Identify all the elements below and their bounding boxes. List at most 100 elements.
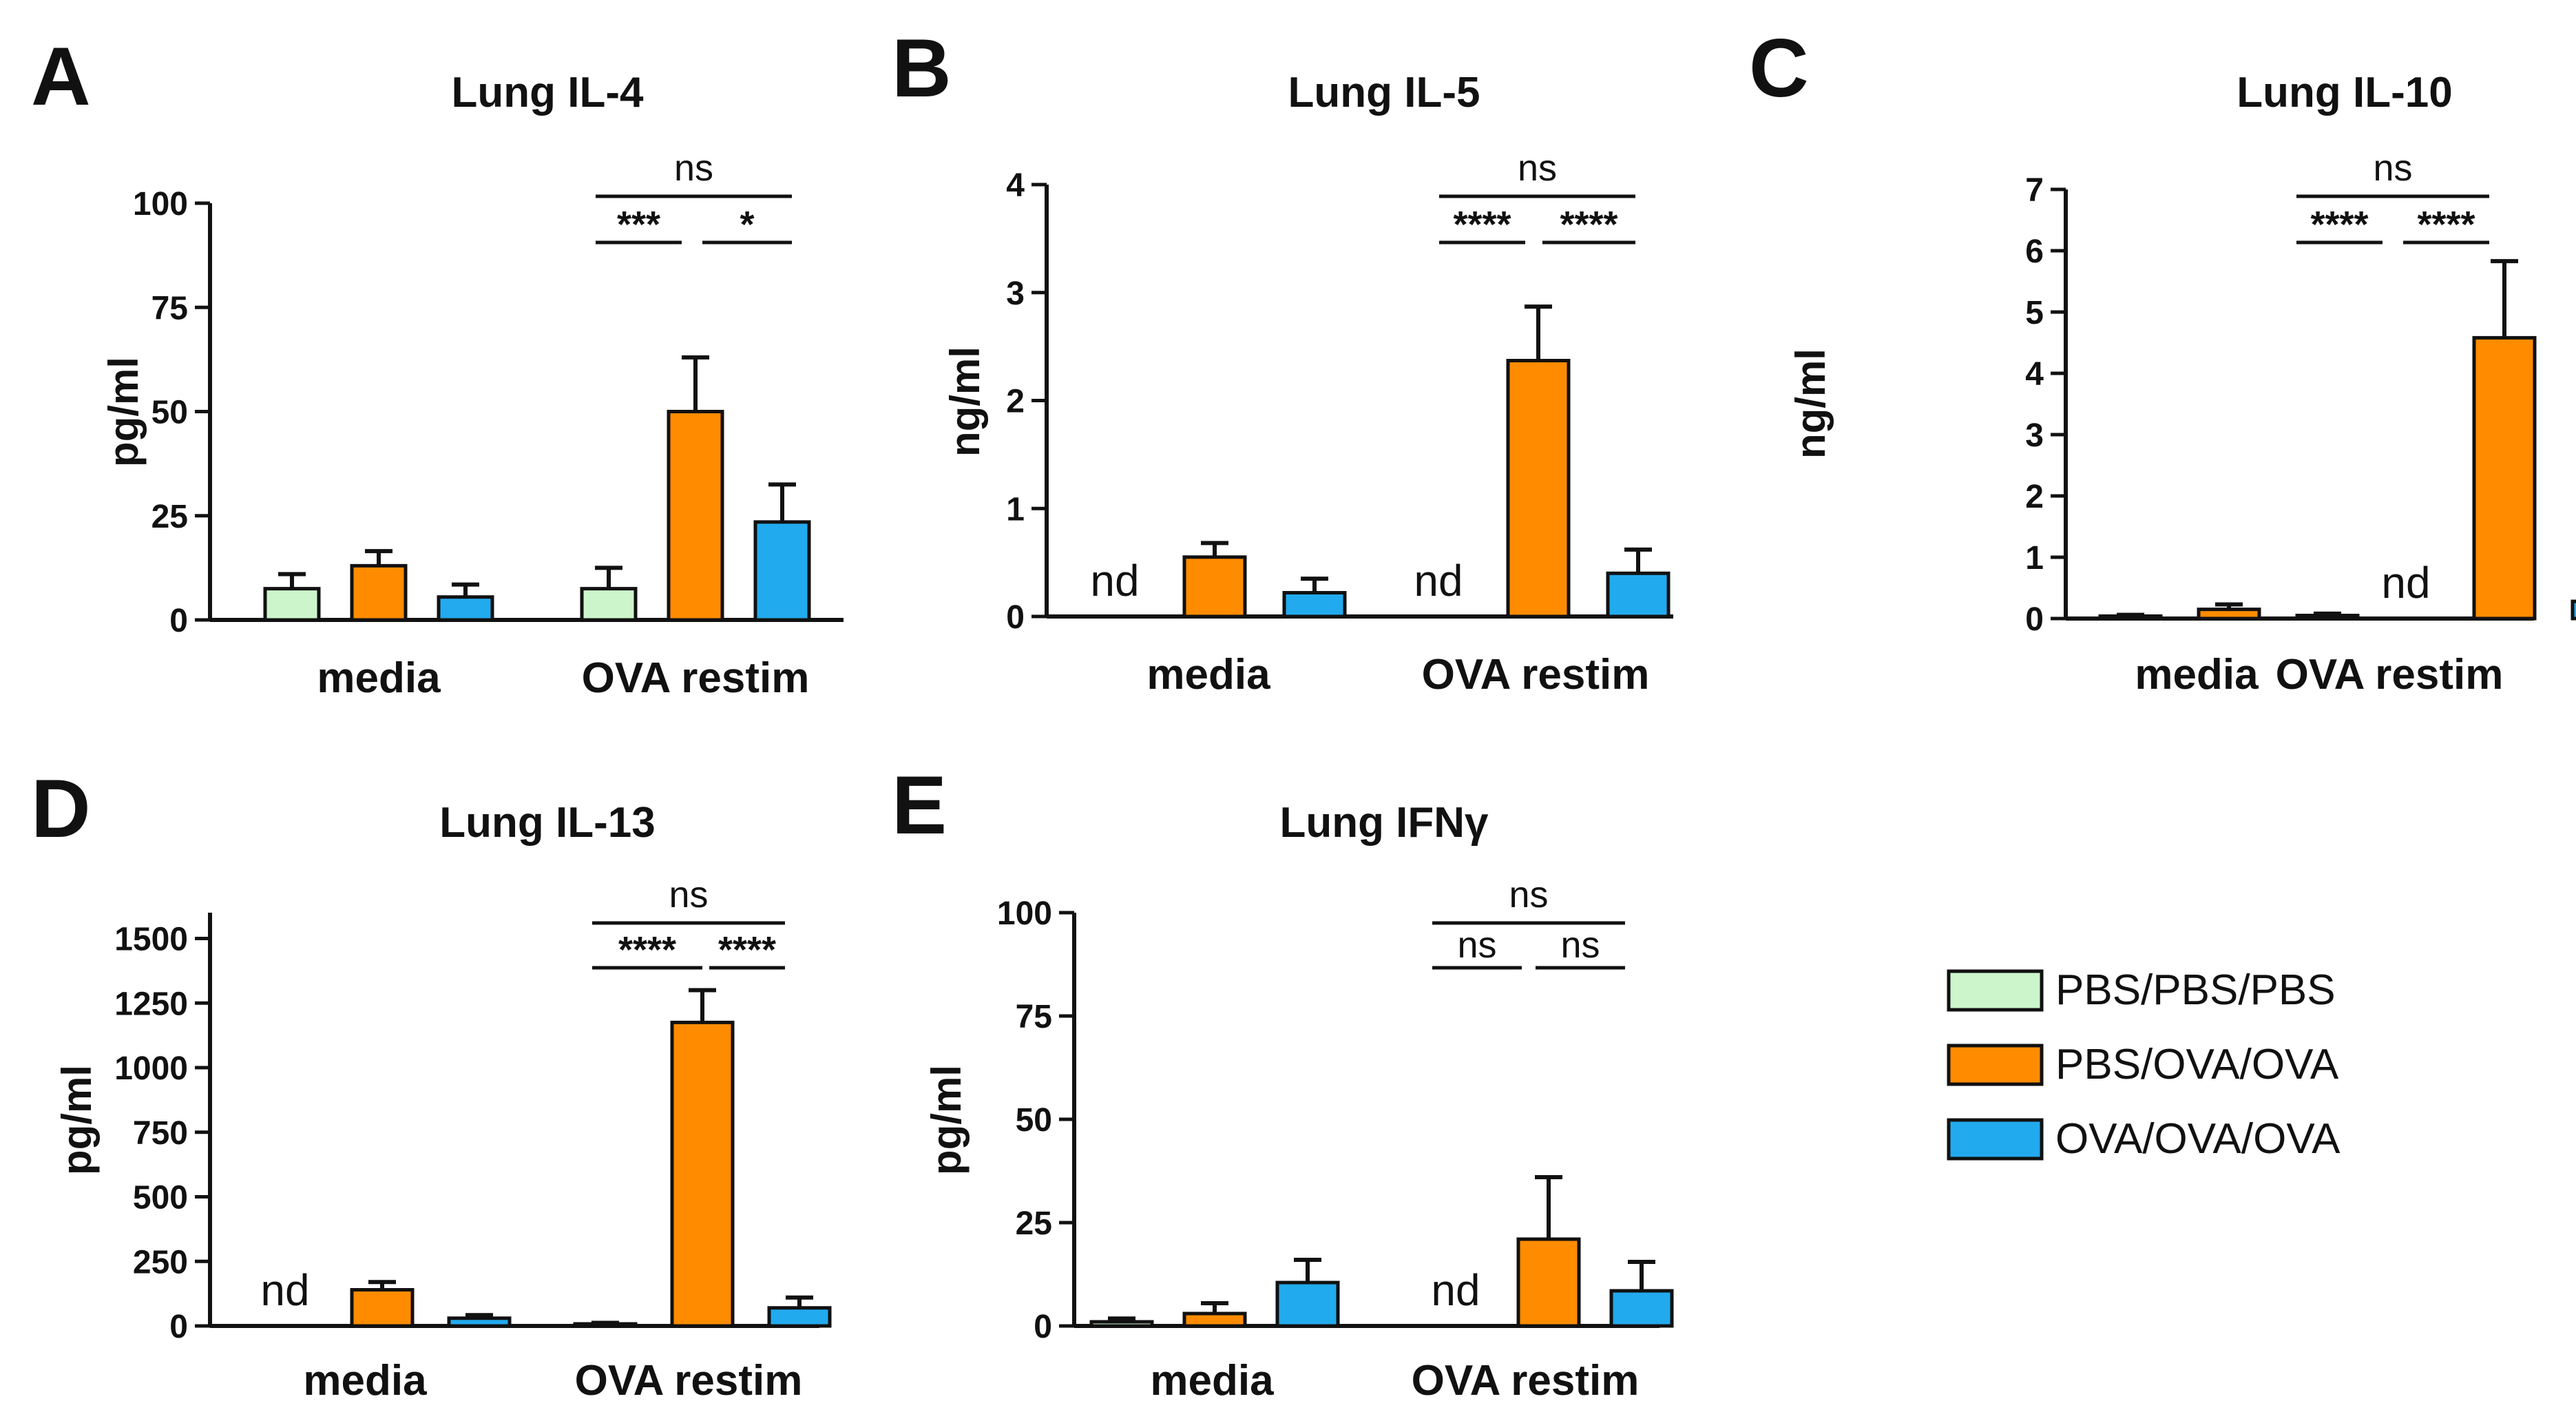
- y-tick-label: 7: [2025, 172, 2044, 209]
- category-label: OVA restim: [582, 654, 810, 702]
- category-label: media: [1146, 651, 1270, 698]
- significance-overall: ns: [669, 874, 708, 915]
- panel-title: Lung IL-10: [2237, 69, 2452, 116]
- bar: [350, 563, 408, 622]
- bar: [263, 587, 321, 622]
- category-label: media: [317, 654, 441, 702]
- y-tick-label: 2: [1006, 384, 1025, 420]
- y-tick-label: 3: [2025, 417, 2044, 454]
- y-tick-label: 250: [133, 1244, 188, 1280]
- y-tick-label: 0: [2025, 601, 2044, 638]
- legend: PBS/PBS/PBS PBS/OVA/OVA OVA/OVA/OVA: [1947, 966, 2341, 1163]
- y-axis-label: pg/ml: [54, 1065, 100, 1175]
- bar: [2295, 614, 2360, 621]
- panel-letter: B: [892, 22, 952, 114]
- panel-letter: C: [1749, 22, 1809, 114]
- y-tick-label: 4: [1006, 167, 1025, 204]
- category-label: OVA restim: [1412, 1357, 1640, 1404]
- significance-right: ****: [1560, 204, 1617, 245]
- bar: [667, 410, 724, 622]
- legend-swatch: [1947, 1118, 2044, 1161]
- significance-overall: ns: [1518, 147, 1557, 189]
- y-tick-label: 1: [2025, 540, 2044, 577]
- panel-title: Lung IL-13: [439, 799, 655, 847]
- panel-title: Lung IL-4: [452, 69, 644, 116]
- bar: [670, 1020, 735, 1328]
- y-axis-label: pg/ml: [101, 357, 147, 467]
- significance-right: *: [740, 204, 754, 245]
- category-label: media: [1150, 1357, 1274, 1404]
- bar: [1282, 591, 1347, 619]
- y-tick-label: 50: [151, 395, 188, 431]
- y-tick-label: 100: [133, 186, 188, 222]
- panel-title: Lung IFNγ: [1279, 799, 1489, 847]
- legend-item: PBS/OVA/OVA: [1947, 1041, 2339, 1088]
- significance-right: ns: [1560, 924, 1600, 966]
- bar: [2197, 608, 2261, 621]
- bar: [2098, 614, 2163, 621]
- y-tick-label: 2: [2025, 479, 2044, 515]
- y-tick-label: 1500: [114, 922, 188, 958]
- significance-overall: ns: [674, 147, 713, 189]
- nd-label: nd: [2381, 558, 2430, 608]
- legend-label: OVA/OVA/OVA: [2055, 1115, 2341, 1163]
- y-tick-label: 100: [997, 895, 1052, 932]
- y-tick-label: 3: [1006, 276, 1025, 312]
- y-tick-label: 50: [1016, 1102, 1052, 1139]
- bar: [1182, 1311, 1247, 1328]
- nd-label: nd: [1090, 556, 1139, 605]
- bar: [753, 520, 811, 622]
- panel-d: D Lung IL-13 pg/ml 0 250 500 750 1000 1250 1500 nd…: [31, 763, 832, 1404]
- y-tick-label: 750: [133, 1115, 188, 1152]
- panel-letter: A: [31, 30, 91, 123]
- bar: [2570, 599, 2576, 621]
- y-tick-label: 25: [151, 499, 188, 535]
- legend-item: OVA/OVA/OVA: [1947, 1115, 2341, 1163]
- y-tick-label: 5: [2025, 295, 2044, 331]
- bar: [1606, 571, 1671, 619]
- y-tick-label: 500: [133, 1180, 188, 1216]
- y-tick-label: 0: [169, 603, 188, 639]
- legend-label: PBS/OVA/OVA: [2055, 1041, 2339, 1088]
- nd-label: nd: [1414, 556, 1463, 605]
- category-label: OVA restim: [2276, 651, 2504, 698]
- panel-a: A Lung IL-4 pg/ml 0 25 50 75 100 media OVA restim…: [31, 30, 844, 702]
- bar: [1516, 1237, 1581, 1328]
- panel-e: E Lung IFNγ pg/ml 0 25 50 75 100 media nd OVA rest…: [892, 759, 1674, 1404]
- bar: [2472, 335, 2537, 621]
- y-tick-label: 75: [151, 290, 188, 326]
- bar: [350, 1288, 415, 1328]
- nd-label: nd: [1431, 1265, 1480, 1315]
- bar: [1275, 1280, 1340, 1328]
- significance-left: ns: [1457, 924, 1496, 966]
- legend-swatch: [1947, 1044, 2044, 1086]
- bar: [573, 1322, 638, 1328]
- y-tick-label: 1250: [114, 986, 188, 1022]
- y-tick-label: 1: [1006, 491, 1025, 528]
- bar: [580, 587, 638, 622]
- y-tick-label: 75: [1016, 999, 1052, 1035]
- bar: [447, 1316, 512, 1328]
- bar: [1089, 1320, 1154, 1328]
- legend-label: PBS/PBS/PBS: [2055, 966, 2336, 1014]
- significance-left: ****: [1453, 204, 1511, 245]
- panel-title: Lung IL-5: [1288, 69, 1480, 116]
- significance-left: ****: [2310, 204, 2368, 245]
- significance-right: ****: [2417, 204, 2475, 245]
- category-label: OVA restim: [575, 1357, 803, 1404]
- bar: [1506, 359, 1571, 619]
- significance-overall: ns: [1509, 874, 1548, 915]
- significance-overall: ns: [2373, 147, 2412, 189]
- category-label: media: [2135, 651, 2259, 698]
- y-tick-label: 25: [1016, 1205, 1052, 1242]
- y-axis-label: ng/ml: [942, 346, 988, 457]
- y-tick-label: 1000: [114, 1050, 188, 1087]
- y-tick-label: 0: [1006, 599, 1025, 636]
- y-tick-label: 6: [2025, 234, 2044, 270]
- significance-left: ***: [617, 204, 660, 245]
- bar: [767, 1306, 832, 1328]
- panel-c: C Lung IL-10 ng/ml 0 1 2 3 4 5 6 7 media nd OVA resti…: [1749, 22, 2576, 698]
